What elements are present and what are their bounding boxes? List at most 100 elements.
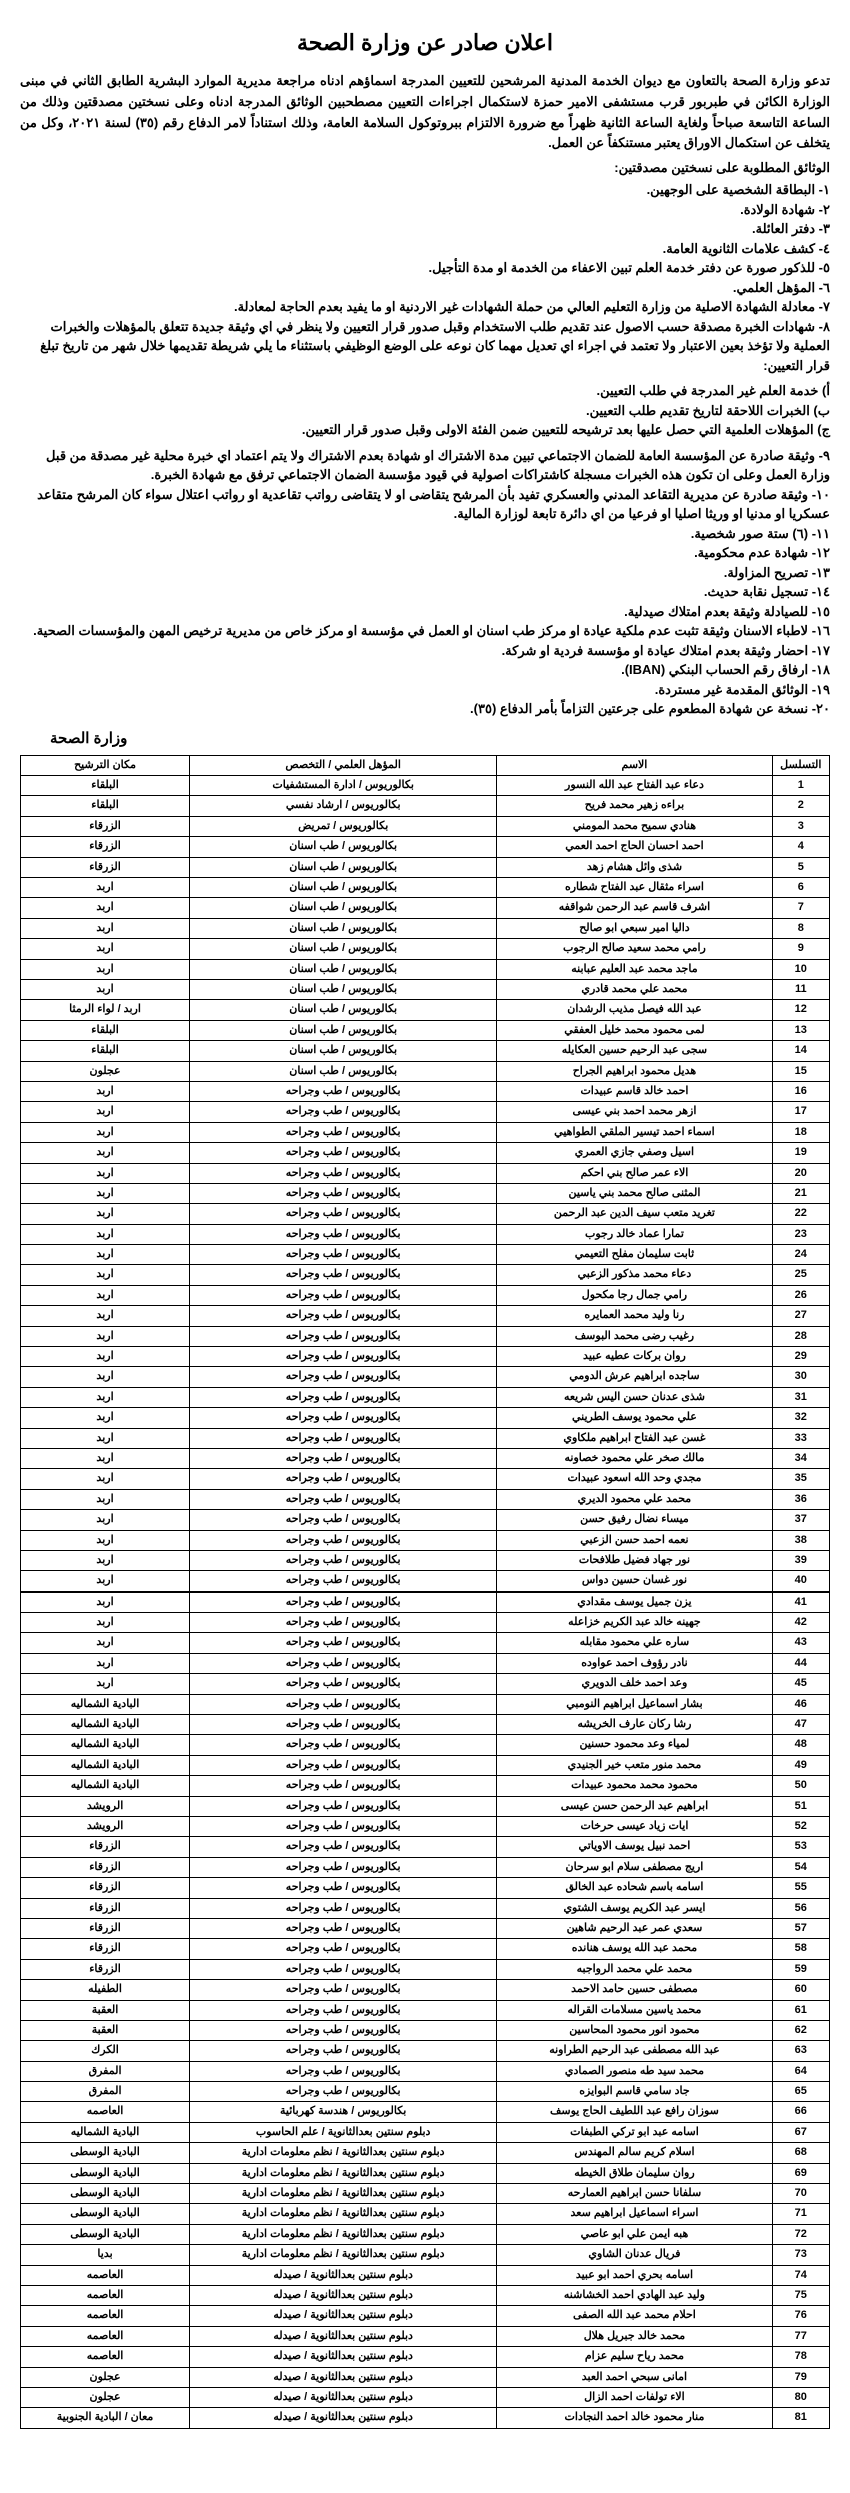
doc-item: ٩- وثيقة صادرة عن المؤسسة العامة للضمان … [20, 446, 830, 485]
table-row: 10ماجد محمد عبد العليم عبابنهبكالوريوس /… [21, 959, 830, 979]
table-cell: 6 [772, 878, 829, 898]
table-row: 60مصطفى حسين حامد الاحمدبكالوريوس / طب و… [21, 1980, 830, 2000]
doc-item: ٢- شهادة الولادة. [20, 200, 830, 220]
table-cell: ابراهيم عبد الرحمن حسن عيسى [497, 1796, 772, 1816]
table-row: 55اسامه باسم شحاده عبد الخالقبكالوريوس /… [21, 1878, 830, 1898]
doc-item: ١٣- تصريح المزاولة. [20, 563, 830, 583]
table-cell: المفرق [21, 2061, 190, 2081]
table-cell: اربد [21, 1530, 190, 1550]
table-cell: 36 [772, 1489, 829, 1509]
table-cell: 52 [772, 1817, 829, 1837]
table-cell: بكالوريوس / طب وجراحه [190, 1204, 497, 1224]
table-cell: 7 [772, 898, 829, 918]
table-row: 17ازهر محمد احمد بني عيسىبكالوريوس / طب … [21, 1102, 830, 1122]
table-cell: 26 [772, 1285, 829, 1305]
table-cell: لمياء وعد محمود حسنين [497, 1735, 772, 1755]
doc-item: ٨- شهادات الخبرة مصدقة حسب الاصول عند تق… [20, 317, 830, 376]
table-cell: بكالوريوس / طب وجراحه [190, 1326, 497, 1346]
table-cell: اسماء احمد تيسير الملقي الطواهيي [497, 1122, 772, 1142]
table-row: 1دعاء عبد الفتاح عبد الله النسوربكالوريو… [21, 776, 830, 796]
table-cell: بكالوريوس / طب اسنان [190, 837, 497, 857]
table-cell: بكالوريوس / طب وجراحه [190, 1224, 497, 1244]
table-cell: محمد رياح سليم عزام [497, 2347, 772, 2367]
table-row: 58محمد عبد الله يوسف هناندهبكالوريوس / ط… [21, 1939, 830, 1959]
table-cell: 16 [772, 1081, 829, 1101]
table-row: 40نور غسان حسين دواسبكالوريوس / طب وجراح… [21, 1571, 830, 1592]
table-cell: بكالوريوس / طب وجراحه [190, 1735, 497, 1755]
table-row: 32علي محمود يوسف الطرينيبكالوريوس / طب و… [21, 1408, 830, 1428]
doc-item: ١٧- احضار وثيقة بعدم امتلاك عيادة او مؤس… [20, 641, 830, 661]
table-cell: اربد [21, 1122, 190, 1142]
table-row: 21المثنى صالح محمد بني ياسينبكالوريوس / … [21, 1183, 830, 1203]
table-cell: دبلوم سنتين بعدالثانوية / صيدله [190, 2285, 497, 2305]
table-row: 65جاد سامي قاسم البوايزهبكالوريوس / طب و… [21, 2082, 830, 2102]
table-cell: بكالوريوس / طب اسنان [190, 1041, 497, 1061]
doc-item: ١٦- لاطباء الاسنان وثيقة تثبت عدم ملكية … [20, 621, 830, 641]
table-cell: 51 [772, 1796, 829, 1816]
table-row: 69روان سليمان طلاق الخيطهدبلوم سنتين بعد… [21, 2163, 830, 2183]
table-cell: 24 [772, 1245, 829, 1265]
table-cell: وعد احمد خلف الدويري [497, 1674, 772, 1694]
table-cell: الزرقاء [21, 1878, 190, 1898]
table-cell: وليد عبد الهادي احمد الخشاشنه [497, 2285, 772, 2305]
table-row: 43ساره علي محمود مقابلهبكالوريوس / طب وج… [21, 1633, 830, 1653]
table-row: 19اسيل وصفي جازي العمريبكالوريوس / طب وج… [21, 1143, 830, 1163]
doc-item: ١- البطاقة الشخصية على الوجهين. [20, 180, 830, 200]
table-cell: 19 [772, 1143, 829, 1163]
table-cell: علي محمود يوسف الطريني [497, 1408, 772, 1428]
table-cell: 46 [772, 1694, 829, 1714]
table-cell: 63 [772, 2041, 829, 2061]
table-cell: نور غسان حسين دواس [497, 1571, 772, 1592]
table-cell: رغيب رضى محمد البوسف [497, 1326, 772, 1346]
table-cell: 37 [772, 1510, 829, 1530]
table-row: 15هديل محمود ابراهيم الجراحبكالوريوس / ط… [21, 1061, 830, 1081]
table-row: 5شذى وائل هشام زهدبكالوريوس / طب اسنانال… [21, 857, 830, 877]
table-cell: اربد [21, 1448, 190, 1468]
table-cell: احمد نبيل يوسف الاوياتي [497, 1837, 772, 1857]
table-cell: ميساء نضال رفيق حسن [497, 1510, 772, 1530]
table-cell: الزرقاء [21, 1939, 190, 1959]
table-cell: عجلون [21, 2367, 190, 2387]
table-cell: الزرقاء [21, 1898, 190, 1918]
table-row: 13لمى محمود محمد خليل العفقيبكالوريوس / … [21, 1020, 830, 1040]
table-cell: الزرقاء [21, 816, 190, 836]
table-cell: اربد [21, 1204, 190, 1224]
col-qual: المؤهل العلمي / التخصص [190, 755, 497, 775]
table-cell: سوزان رافع عبد اللطيف الحاج يوسف [497, 2102, 772, 2122]
table-cell: 27 [772, 1306, 829, 1326]
table-cell: بكالوريوس / طب وجراحه [190, 1183, 497, 1203]
candidates-table: التسلسل الاسم المؤهل العلمي / التخصص مكا… [20, 755, 830, 2429]
table-row: 54اريج مصطفى سلام ابو سرحانبكالوريوس / ط… [21, 1857, 830, 1877]
table-cell: محمد علي محمود الديري [497, 1489, 772, 1509]
table-cell: 13 [772, 1020, 829, 1040]
table-cell: العاصمه [21, 2347, 190, 2367]
table-cell: اسيل وصفي جازي العمري [497, 1143, 772, 1163]
table-cell: سعدي عمر عبد الرحيم شاهين [497, 1918, 772, 1938]
table-cell: بكالوريوس / طب وجراحه [190, 1613, 497, 1633]
table-cell: بكالوريوس / طب وجراحه [190, 1817, 497, 1837]
table-cell: الرويشد [21, 1817, 190, 1837]
table-cell: البادية الوسطى [21, 2143, 190, 2163]
table-cell: دبلوم سنتين بعدالثانوية / صيدله [190, 2387, 497, 2407]
table-cell: اسامه بحري احمد ابو عبيد [497, 2265, 772, 2285]
table-cell: بكالوريوس / طب اسنان [190, 1000, 497, 1020]
table-cell: محمود انور محمود المحاسين [497, 2020, 772, 2040]
table-row: 39نور جهاد فضيل طلافحاتبكالوريوس / طب وج… [21, 1550, 830, 1570]
table-cell: لمى محمود محمد خليل العفقي [497, 1020, 772, 1040]
table-cell: شذى وائل هشام زهد [497, 857, 772, 877]
table-cell: 23 [772, 1224, 829, 1244]
table-cell: محمد عبد الله يوسف هنانده [497, 1939, 772, 1959]
table-cell: بديا [21, 2245, 190, 2265]
table-cell: محمود محمد محمود عبيدات [497, 1776, 772, 1796]
doc-item: ١٩- الوثائق المقدمة غير مستردة. [20, 680, 830, 700]
table-row: 70سلفانا حسن ابراهيم العمارحهدبلوم سنتين… [21, 2184, 830, 2204]
table-cell: بكالوريوس / طب وجراحه [190, 1715, 497, 1735]
table-cell: بكالوريوس / طب وجراحه [190, 2082, 497, 2102]
table-cell: 42 [772, 1613, 829, 1633]
table-cell: دبلوم سنتين بعدالثانوية / علم الحاسوب [190, 2122, 497, 2142]
table-cell: هنادي سميح محمد المومني [497, 816, 772, 836]
table-cell: الاء تولفات احمد الزال [497, 2387, 772, 2407]
table-cell: اربد [21, 1306, 190, 1326]
table-row: 79امانى سبحي احمد العبددبلوم سنتين بعدال… [21, 2367, 830, 2387]
table-cell: داليا امير سبعي ابو صالح [497, 918, 772, 938]
